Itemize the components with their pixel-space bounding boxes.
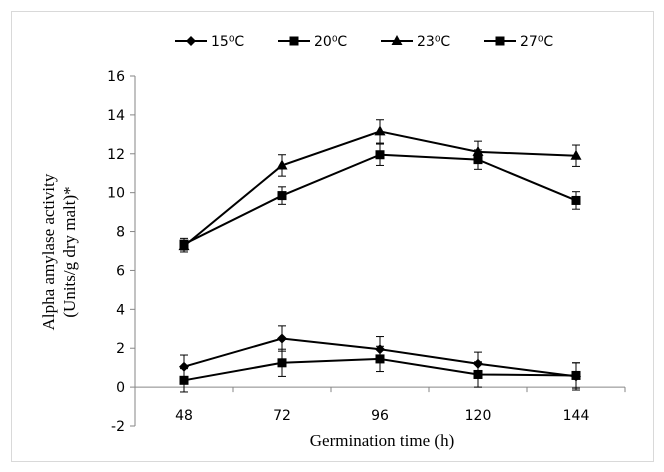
plot-area xyxy=(178,119,582,393)
data-point xyxy=(179,239,189,249)
y-tick-label: 2 xyxy=(116,341,125,357)
legend-item-3: 23⁰C xyxy=(381,34,450,50)
y-axis-title-line1: Alpha amylase activity xyxy=(39,173,58,330)
data-point xyxy=(473,369,483,379)
data-point xyxy=(277,358,287,368)
legend-label: 20⁰C xyxy=(314,34,347,50)
x-axis-title: Germination time (h) xyxy=(310,431,454,450)
y-axis-title-line2: (Units/g dry malt)* xyxy=(60,186,79,317)
y-tick-label: 8 xyxy=(116,225,125,241)
legend-item-4: 27⁰C xyxy=(484,34,553,50)
y-tick-label: -2 xyxy=(111,419,125,435)
data-point xyxy=(375,150,385,160)
y-tick-label: 4 xyxy=(116,302,125,318)
y-tick-label: 6 xyxy=(116,263,125,279)
data-point xyxy=(277,191,287,201)
data-point xyxy=(277,333,287,344)
x-tick-label: 48 xyxy=(175,408,193,424)
data-point xyxy=(571,370,581,380)
series-4 xyxy=(179,143,581,251)
y-tick-label: 0 xyxy=(116,380,125,396)
axes: 16 14 12 10 8 6 4 2 0 -2 48 72 96 120 144 xyxy=(107,69,626,435)
legend-item-1: 15⁰C xyxy=(175,34,244,50)
legend: 15⁰C 20⁰C 23⁰C 27⁰C xyxy=(175,34,553,50)
legend-marker xyxy=(495,36,505,46)
data-point xyxy=(571,195,581,205)
y-tick-label: 14 xyxy=(107,108,125,124)
legend-label: 27⁰C xyxy=(520,34,553,50)
legend-label: 23⁰C xyxy=(417,34,450,50)
legend-marker xyxy=(186,36,196,46)
series-3 xyxy=(178,119,582,253)
legend-marker xyxy=(391,35,403,45)
series-line xyxy=(183,153,577,246)
legend-label: 15⁰C xyxy=(211,34,244,50)
data-point xyxy=(375,354,385,364)
data-point xyxy=(179,361,189,372)
data-point xyxy=(374,125,386,136)
series-2 xyxy=(179,345,581,393)
y-tick-label: 12 xyxy=(107,147,125,163)
y-tick-label: 10 xyxy=(107,186,125,202)
x-tick-label: 120 xyxy=(465,408,492,424)
x-tick-label: 144 xyxy=(563,408,590,424)
legend-marker xyxy=(289,36,299,46)
data-point xyxy=(179,375,189,385)
y-tick-label: 16 xyxy=(107,69,125,85)
legend-item-2: 20⁰C xyxy=(278,34,347,50)
x-tick-label: 96 xyxy=(371,408,389,424)
data-point xyxy=(570,149,582,160)
data-point xyxy=(276,159,288,170)
x-tick-label: 72 xyxy=(273,408,291,424)
data-point xyxy=(473,155,483,165)
